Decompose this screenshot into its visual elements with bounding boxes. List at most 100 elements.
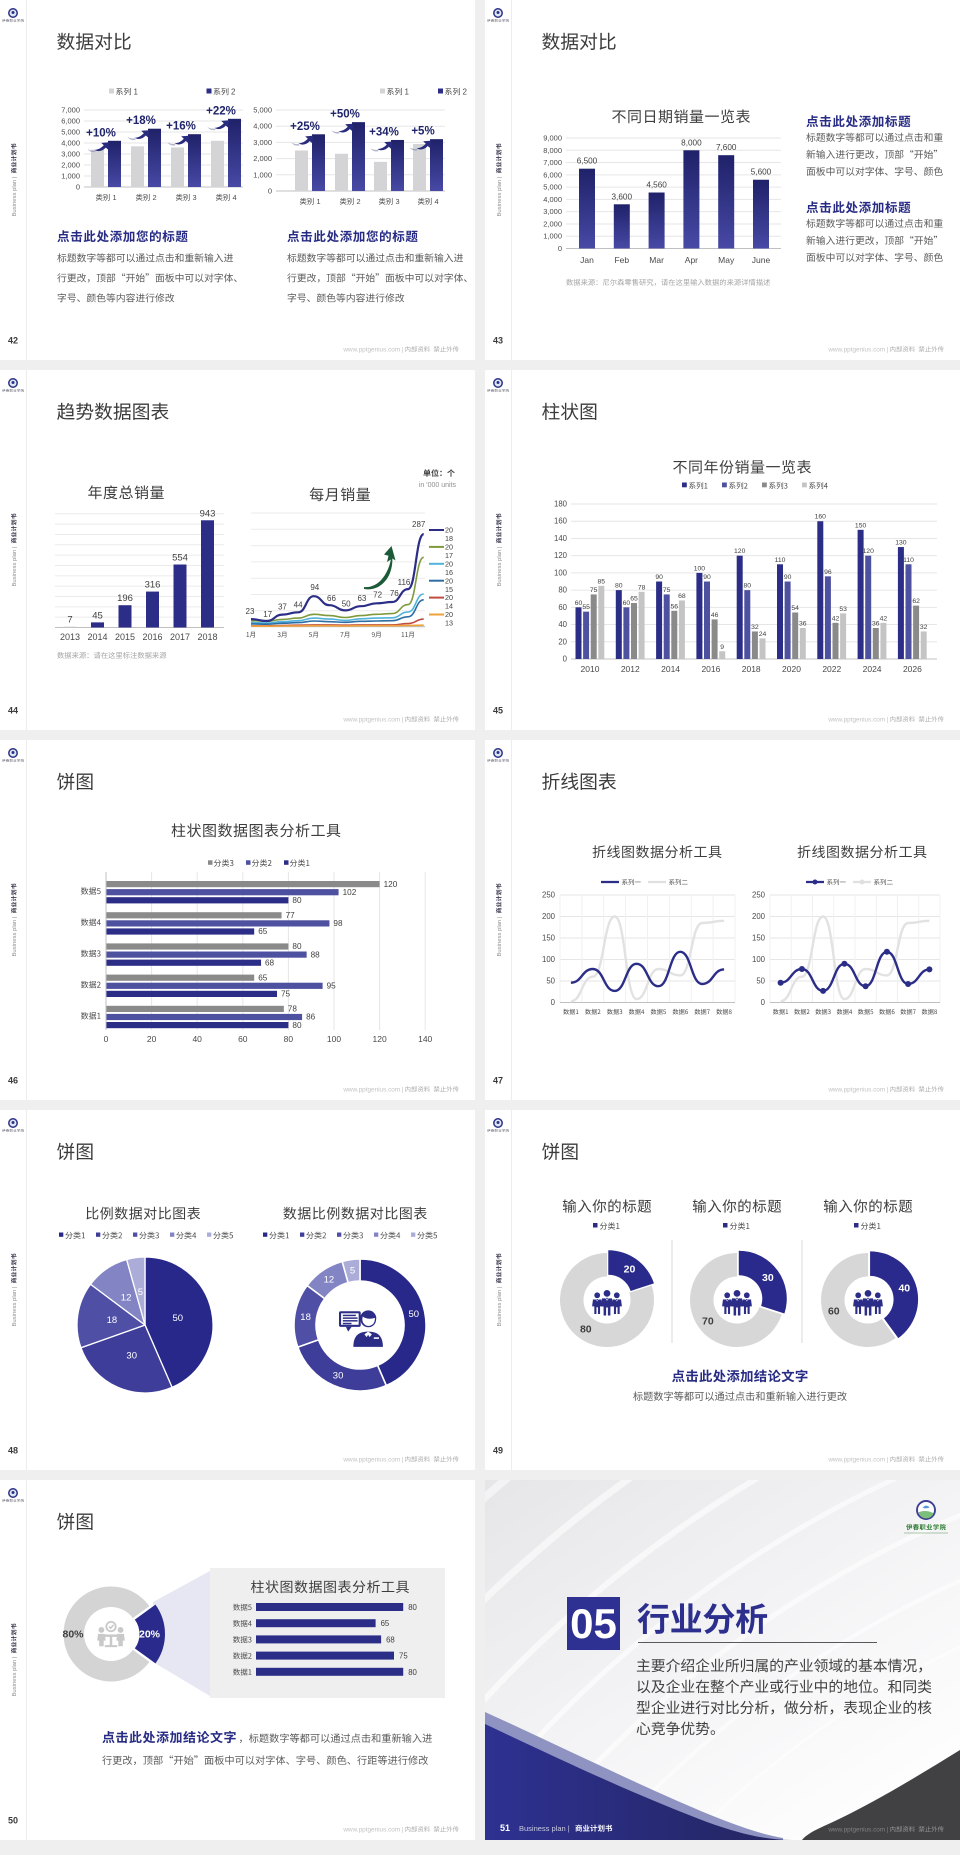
svg-text:18: 18 [107, 1315, 118, 1326]
svg-text:120: 120 [373, 1034, 387, 1044]
svg-text:7: 7 [67, 615, 72, 626]
svg-text:+22%: +22% [206, 105, 236, 117]
svg-text:53: 53 [839, 606, 847, 613]
svg-text:6,000: 6,000 [61, 117, 80, 126]
svg-text:2016: 2016 [701, 664, 720, 674]
svg-text:7,600: 7,600 [716, 143, 737, 152]
svg-text:1: 1 [113, 193, 117, 202]
svg-text:60: 60 [828, 1306, 840, 1318]
svg-text:May: May [718, 255, 735, 265]
svg-text:0: 0 [76, 183, 80, 192]
svg-text:48: 48 [8, 1446, 18, 1456]
svg-text:+5%: +5% [411, 126, 434, 138]
svg-text:32: 32 [751, 624, 759, 631]
svg-text:1: 1 [405, 88, 410, 97]
svg-text:66: 66 [327, 594, 336, 603]
svg-text:Business plan |: Business plan | [12, 1287, 18, 1327]
svg-text:70: 70 [702, 1316, 714, 1328]
svg-text:36: 36 [872, 621, 880, 628]
svg-text:+10%: +10% [86, 127, 116, 139]
svg-text:250: 250 [752, 891, 766, 900]
svg-text:7,000: 7,000 [543, 158, 562, 167]
svg-text:1,000: 1,000 [543, 232, 562, 241]
svg-text:75: 75 [399, 1652, 408, 1661]
svg-text:36: 36 [799, 621, 807, 628]
svg-text:60: 60 [575, 600, 583, 607]
svg-text:2013: 2013 [60, 632, 80, 642]
svg-text:42: 42 [8, 336, 18, 346]
svg-text:0: 0 [268, 187, 272, 196]
svg-text:130: 130 [895, 540, 907, 547]
svg-text:60: 60 [623, 600, 631, 607]
svg-text:90: 90 [703, 574, 711, 581]
svg-text:Business plan |: Business plan | [12, 1657, 18, 1697]
svg-text:55: 55 [582, 604, 590, 611]
svg-text:Mar: Mar [649, 255, 664, 265]
svg-text:1: 1 [317, 197, 321, 206]
svg-text:20: 20 [558, 637, 567, 646]
svg-text:2026: 2026 [903, 664, 922, 674]
svg-text:Jan: Jan [580, 255, 594, 265]
svg-text:2018: 2018 [197, 632, 217, 642]
svg-text:2: 2 [153, 193, 157, 202]
svg-text:250: 250 [542, 891, 556, 900]
svg-text:2014: 2014 [87, 632, 107, 642]
svg-text:Business plan |: Business plan | [12, 547, 18, 587]
svg-text:0: 0 [558, 244, 562, 253]
svg-text:68: 68 [678, 593, 686, 600]
svg-text:160: 160 [815, 514, 827, 521]
svg-text:46: 46 [8, 1076, 18, 1086]
svg-text:5,000: 5,000 [61, 128, 80, 137]
svg-text:110: 110 [775, 557, 786, 564]
svg-text:80: 80 [408, 1603, 417, 1612]
svg-text:45: 45 [493, 706, 503, 716]
svg-text:+18%: +18% [126, 115, 156, 127]
svg-text:46: 46 [711, 612, 719, 619]
svg-text:5,000: 5,000 [543, 183, 562, 192]
svg-text:2,000: 2,000 [253, 154, 272, 163]
svg-text:943: 943 [200, 508, 216, 519]
svg-text:43: 43 [493, 336, 503, 346]
svg-text:2018: 2018 [742, 664, 761, 674]
svg-text:72: 72 [373, 590, 382, 599]
svg-text:www.pptgenius.com |: www.pptgenius.com | [827, 347, 889, 354]
svg-text:65: 65 [630, 596, 638, 603]
svg-text:Business plan |: Business plan | [519, 1824, 570, 1833]
svg-text:60: 60 [238, 1034, 248, 1044]
svg-text:160: 160 [554, 517, 568, 526]
svg-text:554: 554 [172, 553, 188, 564]
svg-text:316: 316 [145, 580, 161, 591]
svg-text:18: 18 [445, 534, 453, 543]
svg-text:90: 90 [784, 574, 792, 581]
svg-text:2010: 2010 [581, 664, 600, 674]
svg-text:98: 98 [333, 919, 343, 928]
svg-text:2: 2 [231, 88, 236, 97]
svg-text:20: 20 [445, 526, 453, 535]
svg-text:Business plan |: Business plan | [12, 177, 18, 217]
svg-text:23: 23 [246, 607, 255, 616]
svg-text:1,000: 1,000 [61, 172, 80, 181]
svg-text:0: 0 [551, 998, 556, 1007]
svg-text:45: 45 [92, 610, 103, 621]
svg-text:50: 50 [546, 977, 555, 986]
svg-text:3,600: 3,600 [612, 192, 633, 201]
svg-text:20: 20 [445, 593, 453, 602]
svg-text:0: 0 [563, 655, 568, 664]
svg-text:Business plan |: Business plan | [497, 1287, 503, 1327]
svg-text:4,000: 4,000 [253, 122, 272, 131]
svg-text:65: 65 [258, 973, 268, 982]
svg-text:62: 62 [912, 598, 920, 605]
svg-text:9: 9 [720, 644, 724, 651]
svg-text:116: 116 [398, 578, 411, 587]
svg-text:200: 200 [752, 912, 766, 921]
svg-text:85: 85 [598, 578, 606, 585]
svg-text:30: 30 [762, 1272, 774, 1284]
svg-text:120: 120 [734, 548, 746, 555]
svg-text:3,000: 3,000 [61, 150, 80, 159]
svg-text:150: 150 [542, 934, 556, 943]
svg-text:2022: 2022 [822, 664, 841, 674]
svg-text:0: 0 [104, 1034, 109, 1044]
svg-text:www.pptgenius.com |: www.pptgenius.com | [827, 1457, 889, 1464]
svg-text:24: 24 [759, 631, 767, 638]
svg-text:www.pptgenius.com |: www.pptgenius.com | [342, 1827, 404, 1834]
